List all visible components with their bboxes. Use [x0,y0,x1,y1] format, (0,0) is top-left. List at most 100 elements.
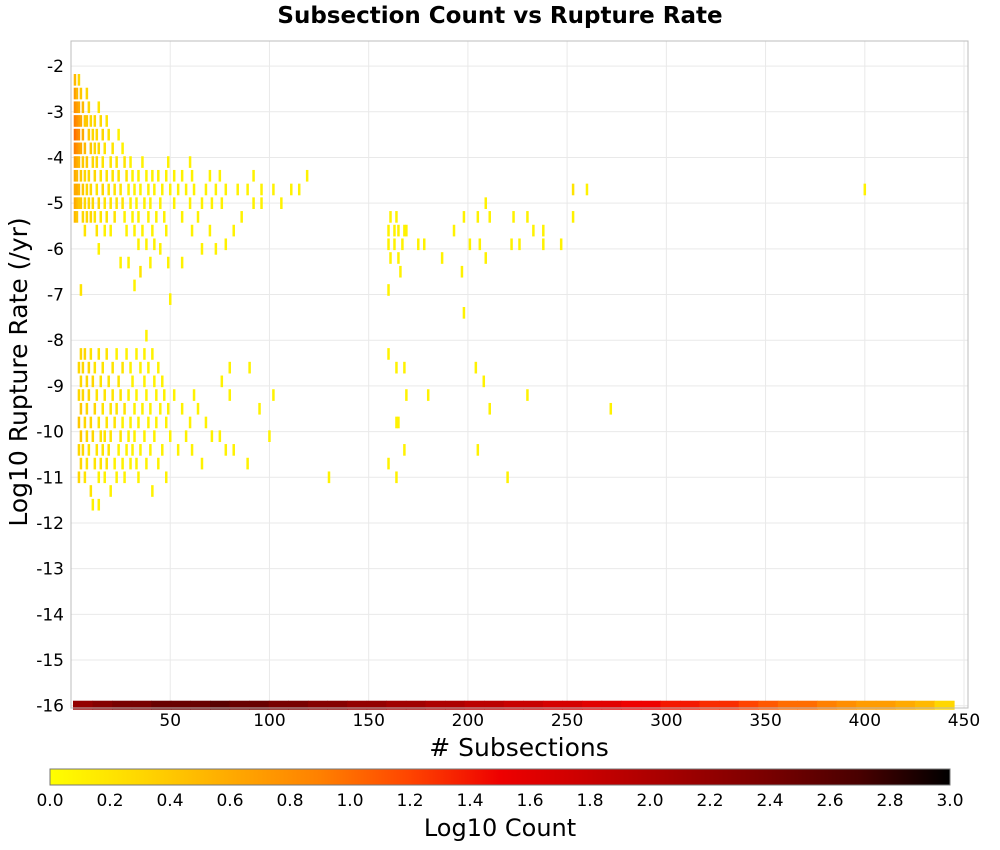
heatmap-cell [85,375,89,388]
heatmap-cell [119,430,122,442]
heatmap-cell [166,256,170,269]
heatmap-cell [204,416,208,429]
heatmap-cell [125,348,128,360]
heatmap-cell [532,224,535,237]
colorbar-tick-label: 0.2 [96,791,123,811]
heatmap-cell [176,444,180,456]
heatmap-cell [79,169,83,182]
bottom-row-cell [464,700,485,710]
heatmap-cell [101,156,105,168]
colorbar-tick-label: 1.0 [336,791,363,811]
bottom-row-cell [836,700,857,710]
heatmap-cell [97,416,101,429]
heatmap-cell [115,402,118,415]
heatmap-cell [260,183,263,196]
heatmap-cell [482,375,486,388]
heatmap-cell [405,389,408,401]
heatmap-cell [103,224,106,237]
heatmap-cell [161,444,164,456]
heatmap-cell [224,444,228,456]
heatmap-cell [83,197,87,210]
heatmap-cell [101,361,105,374]
bottom-row-cell [347,700,368,710]
heatmap-cell [101,402,105,415]
heatmap-cell [240,211,243,223]
heatmap-cell [97,348,101,360]
heatmap-cell [163,389,166,401]
heatmap-cell [168,183,172,196]
heatmap-cell [115,156,118,168]
heatmap-cell [192,389,196,401]
heatmap-cell [474,361,478,374]
bottom-row-cell [562,700,583,710]
bottom-row-cell [210,700,231,710]
colorbar-tick-label: 0.4 [156,791,183,811]
heatmap-cell [220,197,224,210]
heatmap-cell [172,197,176,210]
heatmap-cell [127,256,130,269]
heatmap-cell [109,224,112,237]
heatmap-cell [99,115,103,127]
heatmap-cell [141,224,144,237]
heatmap-cell [542,224,545,237]
heatmap-cell [166,402,170,415]
heatmap-cell [172,389,176,401]
heatmap-cell [95,183,99,196]
heatmap-cell [127,430,130,442]
heatmap-cell [141,402,144,415]
heatmap-cell [79,284,83,296]
heatmap-cell [161,183,164,196]
y-axis-ticks: -2 -3 -4 -5 -6 -7 -8 -9 -10 -11 -12 -13 -14 -15 -16 [36,57,64,717]
y-tick-label: -5 [47,194,64,214]
heatmap-cell [180,211,184,223]
y-tick-label: -8 [47,331,64,351]
heatmap-cell [93,361,97,374]
heatmap-cell [168,293,172,305]
heatmap-cell [403,444,406,456]
heatmap-cell [121,142,124,155]
heatmap-cell [393,238,396,251]
heatmap-cell [210,430,214,442]
heatmap-cell [147,211,150,223]
heatmap-cell [440,252,444,264]
colorbar-tick-label: 2.2 [696,791,723,811]
colorbar-ticks: 0.0 0.2 0.4 0.6 0.8 1.0 1.2 1.4 1.6 1.8 2.0 2.2 2.4 2… [36,791,963,811]
heatmap-cell [123,471,126,484]
bottom-row-cell [112,700,133,710]
heatmap-cell [155,389,158,401]
y-tick-label: -6 [47,240,64,260]
heatmap-cell [157,169,160,182]
heatmap-cell [89,142,93,155]
heatmap-cell [99,375,103,388]
heatmap-cell [389,252,392,264]
heatmap-cell [232,224,235,237]
heatmap-cell [526,211,529,223]
heatmap-cell [77,142,81,155]
plot-frame [70,40,969,709]
y-tick-label: -9 [47,377,64,397]
heatmap-cell [280,197,283,210]
bottom-row-cell [758,700,779,710]
x-tick-label: 50 [159,711,181,731]
heatmap-cell [121,361,124,374]
heatmap-cell [137,238,140,251]
heatmap-cell [75,128,79,141]
heatmap-cell [117,169,120,182]
heatmap-cell [117,375,120,388]
heatmap-cell [93,169,97,182]
heatmap-cell [75,156,79,168]
bottom-row-cell [503,700,524,710]
heatmap-cell [95,156,99,168]
heatmap-cell [113,457,116,470]
heatmap-cell [397,224,400,237]
heatmap-cell [141,156,144,168]
heatmap-cell [83,224,87,237]
bottom-row-cell [797,700,818,710]
heatmap-cell [143,197,146,210]
chart-title: Subsection Count vs Rupture Rate [277,3,722,29]
heatmap-cell [75,115,79,127]
heatmap-cell [585,183,589,196]
heatmap-cell [188,416,192,429]
heatmap-cell [79,348,83,360]
heatmap-cell [73,87,77,100]
